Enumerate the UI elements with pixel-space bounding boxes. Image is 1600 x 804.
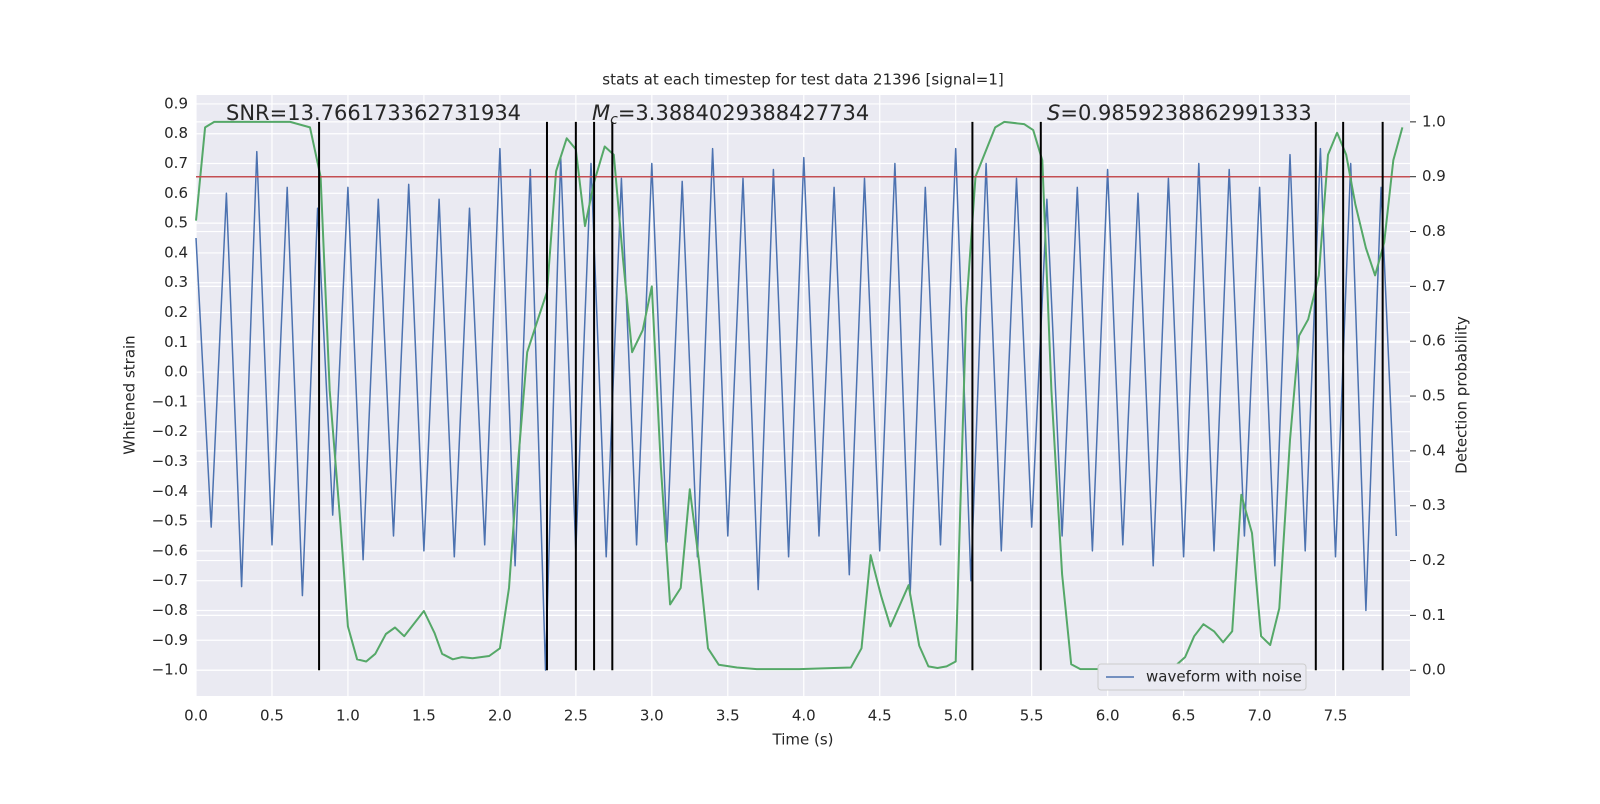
x-tick-label: 6.5 — [1172, 707, 1196, 725]
y-tick-label: −0.3 — [152, 452, 188, 470]
x-tick-label: 0.5 — [260, 707, 284, 725]
x-tick-label: 5.0 — [944, 707, 968, 725]
annotation-symbol: M — [592, 101, 610, 125]
x-tick-label: 6.0 — [1096, 707, 1120, 725]
legend-label: waveform with noise — [1146, 668, 1302, 686]
annotation-text: SNR=13.766173362731934 — [226, 101, 521, 125]
x-tick-label: 3.0 — [640, 707, 664, 725]
y-tick-label: −0.2 — [152, 422, 188, 440]
y2-tick-label: 0.4 — [1422, 441, 1446, 459]
y2-axis-label: Detection probability — [1453, 316, 1471, 474]
x-tick-label: 5.5 — [1020, 707, 1044, 725]
y2-tick-label: 0.9 — [1422, 167, 1446, 185]
y-tick-label: 0.8 — [164, 124, 188, 142]
y-tick-label: −0.9 — [152, 631, 188, 649]
y-tick-label: 0.5 — [164, 214, 188, 232]
y-tick-label: 0.0 — [164, 363, 188, 381]
y-tick-label: −1.0 — [152, 661, 188, 679]
y2-tick-label: 0.8 — [1422, 222, 1446, 240]
y-tick-label: 0.7 — [164, 154, 188, 172]
x-tick-label: 7.5 — [1324, 707, 1348, 725]
y-tick-label: 0.1 — [164, 333, 188, 351]
y2-tick-label: 0.6 — [1422, 332, 1446, 350]
y-tick-label: −0.4 — [152, 482, 188, 500]
y-tick-label: −0.6 — [152, 541, 188, 559]
y-tick-label: 0.3 — [164, 273, 188, 291]
annotation: Mc=3.3884029388427734 — [592, 101, 869, 128]
y-tick-label: 0.6 — [164, 184, 188, 202]
chart-title: stats at each timestep for test data 213… — [602, 71, 1003, 89]
y-tick-label: −0.8 — [152, 601, 188, 619]
x-tick-label: 2.5 — [564, 707, 588, 725]
y2-tick-label: 0.1 — [1422, 606, 1446, 624]
y2-tick-label: 0.0 — [1422, 661, 1446, 679]
series-line — [195, 147, 1398, 671]
annotation-text: =3.3884029388427734 — [618, 101, 869, 125]
y-tick-label: 0.4 — [164, 243, 188, 261]
x-tick-label: 1.5 — [412, 707, 436, 725]
x-tick-label: 4.0 — [792, 707, 816, 725]
x-tick-label: 0.0 — [184, 707, 208, 725]
y-tick-label: 0.2 — [164, 303, 188, 321]
x-axis-label: Time (s) — [772, 731, 834, 749]
annotation: S=0.9859238862991333 — [1047, 101, 1312, 125]
y-tick-label: 0.9 — [164, 94, 188, 112]
y2-tick-label: 0.2 — [1422, 551, 1446, 569]
y-axis-label: Whitened strain — [121, 335, 139, 454]
annotation-subscript: c — [610, 112, 618, 128]
x-tick-label: 4.5 — [868, 707, 892, 725]
y-tick-label: −0.5 — [152, 512, 188, 530]
x-tick-label: 7.0 — [1248, 707, 1272, 725]
labels: 0.0 0.5 1.0 1.5 2.0 2.5 3.0 3.5 4.0 4.5 5.0 5.5 6.0 6… — [152, 94, 1446, 724]
marks — [195, 120, 1410, 671]
series-line — [195, 120, 1404, 671]
legend-box — [1097, 663, 1307, 691]
annotation: SNR=13.766173362731934 — [226, 101, 521, 125]
y-tick-label: −0.1 — [152, 392, 188, 410]
y2-tick-label: 1.0 — [1422, 112, 1446, 130]
x-tick-label: 3.5 — [716, 707, 740, 725]
y2-tick-label: 0.5 — [1422, 387, 1446, 405]
x-tick-label: 1.0 — [336, 707, 360, 725]
y2-tick-label: 0.7 — [1422, 277, 1446, 295]
y-tick-label: −0.7 — [152, 571, 188, 589]
y2-tick-label: 0.3 — [1422, 496, 1446, 514]
annotation-text: =0.9859238862991333 — [1060, 101, 1311, 125]
legend: waveform with noise — [1097, 663, 1307, 691]
annotation-symbol: S — [1047, 101, 1060, 125]
x-tick-label: 2.0 — [488, 707, 512, 725]
